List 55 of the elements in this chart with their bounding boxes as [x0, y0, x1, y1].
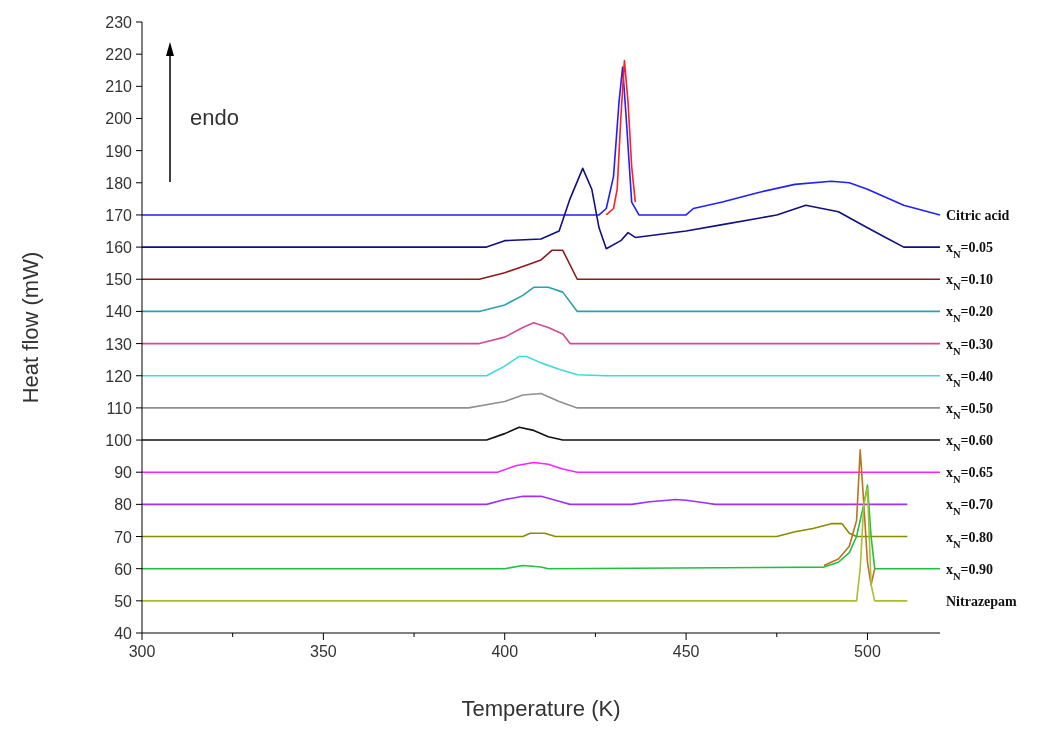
line-series — [141, 484, 941, 570]
y-tick-label: 130 — [105, 335, 133, 353]
y-tick-label: 110 — [106, 399, 133, 417]
y-tick-label: 160 — [105, 239, 133, 257]
text: x$_{N}$=0.70 — [946, 497, 994, 517]
x-tick-label: 300 — [128, 643, 156, 660]
line-series — [141, 321, 941, 345]
text: Nitrazepam — [946, 593, 1018, 609]
line-series — [141, 426, 941, 441]
line-series — [141, 286, 941, 313]
series-label: x$_{N}$=0.20 — [946, 304, 994, 324]
x-tick-label: 350 — [310, 643, 337, 660]
x-tick-label: 400 — [491, 643, 519, 660]
text: x$_{N}$=0.80 — [946, 529, 994, 550]
series-label: x$_{N}$=0.90 — [946, 561, 994, 582]
y-tick-label: 200 — [105, 110, 133, 128]
line-series — [605, 59, 637, 216]
x-axis-title: Temperature (K) — [461, 696, 621, 721]
y-axis-title: Heat flow (mW) — [18, 251, 43, 404]
y-tick-label: 190 — [105, 142, 133, 160]
y-tick-label: 220 — [105, 46, 133, 64]
series-label: x$_{N}$=0.10 — [946, 272, 994, 292]
y-tick-label: 230 — [105, 14, 133, 31]
series-label: x$_{N}$=0.60 — [946, 433, 994, 453]
line-series — [141, 495, 909, 506]
y-tick-label: 100 — [105, 432, 133, 450]
y-tick-label: 90 — [114, 464, 133, 482]
y-tick-label: 50 — [114, 592, 133, 610]
y-tick-label: 140 — [105, 303, 133, 321]
series-label: x$_{N}$=0.40 — [946, 368, 994, 389]
line-series — [141, 355, 941, 377]
series-label: x$_{N}$=0.05 — [946, 240, 994, 260]
line-series — [141, 522, 909, 538]
series-label: Citric acid — [946, 207, 1010, 223]
line-series — [141, 392, 941, 409]
line-series — [141, 249, 941, 281]
x-tick-label: 450 — [672, 643, 700, 660]
annotation: endo — [190, 105, 239, 130]
y-tick-label: 150 — [105, 271, 133, 289]
y-tick-label: 170 — [105, 206, 133, 224]
y-tick-label: 80 — [114, 496, 133, 514]
y-tick-label: 60 — [114, 560, 133, 578]
line-series — [141, 66, 941, 216]
y-tick-label: 180 — [105, 174, 133, 192]
series-label: x$_{N}$=0.30 — [946, 336, 994, 357]
y-tick-label: 120 — [105, 367, 133, 385]
line-series — [141, 487, 909, 602]
series-label: x$_{N}$=0.50 — [946, 400, 994, 421]
line-series — [141, 167, 941, 250]
y-tick-label: 210 — [105, 78, 133, 96]
series-label: x$_{N}$=0.65 — [946, 465, 994, 485]
x-tick-label: 500 — [854, 643, 881, 660]
y-tick-label: 40 — [114, 625, 133, 642]
line-series — [141, 461, 941, 474]
y-tick-label: 70 — [114, 528, 133, 546]
